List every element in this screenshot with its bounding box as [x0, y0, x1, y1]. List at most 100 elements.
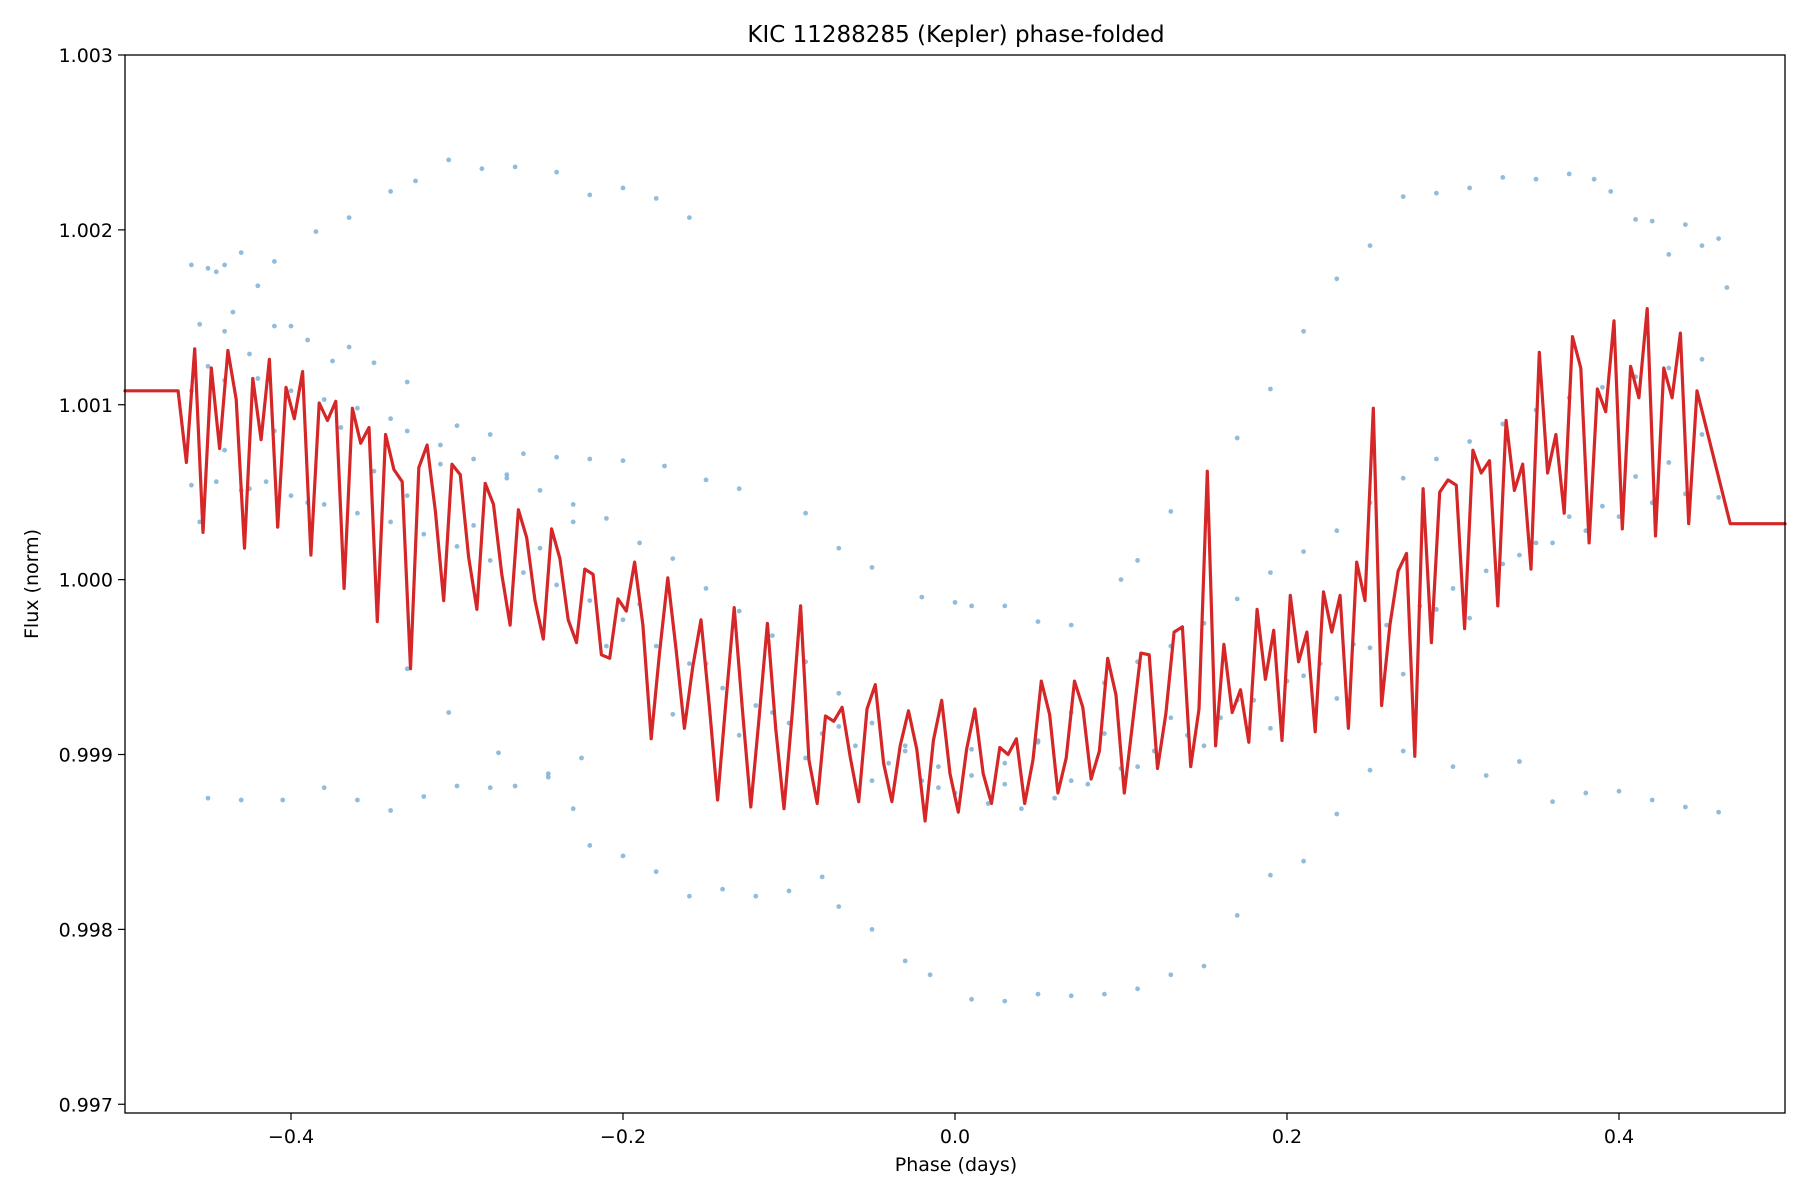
data-point — [604, 516, 609, 521]
data-point — [388, 189, 393, 194]
data-point — [512, 164, 518, 170]
data-point — [1367, 767, 1373, 773]
data-point — [1467, 615, 1472, 621]
data-point — [886, 760, 891, 766]
data-point — [504, 472, 510, 478]
data-point — [1500, 421, 1506, 427]
data-point — [1666, 252, 1672, 257]
data-point — [545, 771, 551, 777]
y-tick-label: 1.001 — [59, 395, 113, 417]
data-point — [1301, 328, 1306, 334]
data-point — [1367, 243, 1373, 249]
data-point — [1168, 715, 1174, 721]
data-point — [446, 157, 452, 163]
data-point — [919, 594, 925, 600]
data-point — [1367, 645, 1373, 651]
data-point — [205, 265, 211, 271]
data-point — [521, 570, 526, 575]
data-point — [404, 428, 410, 434]
data-point — [238, 250, 244, 256]
data-point — [952, 600, 958, 605]
y-tick-label: 0.999 — [59, 745, 113, 767]
data-point — [969, 603, 974, 609]
data-point — [969, 996, 974, 1002]
data-point — [496, 750, 501, 756]
data-point — [355, 510, 360, 516]
data-point — [272, 323, 277, 329]
data-point — [1683, 804, 1688, 810]
data-point — [720, 685, 725, 691]
data-point — [1201, 743, 1207, 749]
scatter-points — [189, 157, 1730, 1004]
data-point — [321, 397, 327, 402]
data-point — [1633, 474, 1638, 479]
data-point — [404, 379, 410, 385]
data-point — [720, 886, 725, 892]
data-point — [770, 633, 775, 638]
data-point — [736, 732, 742, 738]
data-point — [537, 545, 543, 551]
data-point — [1400, 748, 1406, 754]
data-point — [1102, 731, 1107, 736]
data-point — [927, 972, 933, 978]
data-point — [853, 743, 858, 749]
data-point — [836, 724, 842, 729]
data-point — [1301, 858, 1306, 864]
data-point — [1135, 764, 1140, 770]
data-point — [197, 321, 203, 327]
data-point — [1666, 460, 1672, 465]
data-point — [836, 690, 842, 696]
data-point — [803, 755, 808, 761]
data-point — [1068, 622, 1074, 628]
x-tick-label: −0.2 — [600, 1126, 646, 1148]
data-point — [446, 710, 452, 715]
data-point — [255, 283, 261, 289]
data-point — [1566, 514, 1572, 520]
data-point — [1035, 991, 1041, 997]
data-point — [985, 801, 991, 806]
data-point — [1085, 781, 1091, 787]
y-tick-label: 0.998 — [59, 919, 113, 941]
y-tick-label: 1.003 — [59, 45, 113, 67]
data-point — [670, 711, 676, 717]
data-point — [1716, 236, 1721, 242]
data-point — [687, 893, 692, 899]
data-point — [1301, 549, 1306, 554]
data-point — [205, 363, 211, 369]
data-point — [579, 755, 584, 761]
data-point — [1608, 189, 1614, 194]
data-point — [421, 531, 427, 537]
data-point — [1068, 778, 1074, 784]
x-axis: −0.4 −0.2 0.0 0.2 0.4 — [268, 1113, 1634, 1148]
data-point — [587, 192, 593, 198]
data-point — [1434, 607, 1439, 612]
data-point — [371, 468, 377, 474]
data-point — [471, 523, 476, 528]
data-point — [687, 661, 692, 666]
data-point — [1002, 760, 1008, 766]
data-point — [1168, 972, 1174, 978]
data-point — [902, 748, 908, 754]
y-tick-label: 1.000 — [59, 570, 113, 592]
data-point — [836, 904, 842, 909]
binned-line-group — [123, 307, 1787, 823]
data-point — [1400, 194, 1406, 200]
data-point — [238, 797, 244, 803]
data-point — [438, 461, 443, 467]
y-tick-label: 0.997 — [59, 1094, 113, 1116]
data-point — [1268, 570, 1273, 575]
data-point — [1450, 764, 1456, 770]
data-point — [545, 774, 551, 780]
data-point — [1052, 795, 1057, 801]
data-point — [1384, 622, 1389, 628]
x-tick-label: 0.4 — [1604, 1126, 1634, 1148]
data-point — [1666, 365, 1672, 371]
data-point — [404, 493, 410, 499]
data-point — [570, 519, 576, 525]
data-point — [637, 540, 642, 546]
x-tick-label: −0.4 — [268, 1126, 314, 1148]
data-point — [1201, 963, 1207, 969]
data-point — [1002, 603, 1008, 609]
data-point — [1135, 986, 1140, 992]
